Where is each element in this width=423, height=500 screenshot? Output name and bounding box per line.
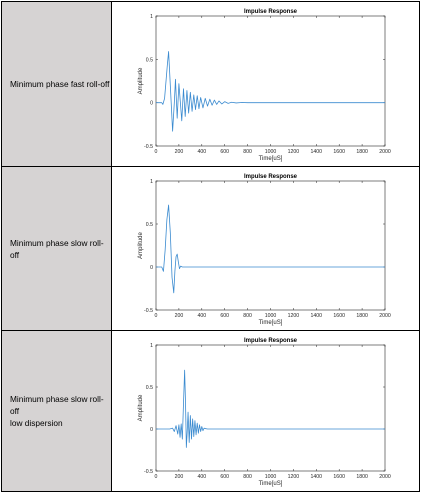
- x-tick-label: 1000: [265, 474, 277, 480]
- row-label: Minimum phase slow roll-off low dispersi…: [10, 394, 104, 428]
- row-label: Minimum phase slow roll-off: [10, 237, 104, 260]
- chart-title: Impulse Response: [244, 9, 298, 15]
- y-tick-label: -0.5: [144, 144, 153, 150]
- row-label-cell: Minimum phase slow roll-off: [2, 167, 112, 330]
- x-tick-label: 1800: [356, 474, 368, 480]
- x-tick-label: 600: [220, 149, 229, 155]
- y-tick-label: -0.5: [144, 308, 153, 314]
- table-row: Minimum phase slow roll-off low dispersi…: [2, 331, 419, 491]
- impulse-response-line: [156, 204, 385, 294]
- chart-title: Impulse Response: [244, 338, 298, 344]
- x-tick-label: 1800: [356, 313, 368, 319]
- row-label: Minimum phase fast roll-off: [10, 79, 110, 89]
- x-tick-label: 400: [197, 313, 206, 319]
- x-tick-label: 1000: [265, 149, 277, 155]
- plot-cell: Impulse Response 0 200 400 600 800 1000 1200 140…: [112, 2, 419, 166]
- plot-area: [155, 344, 386, 472]
- y-axis-label: Amplitude: [138, 67, 144, 94]
- x-axis-label: Time[uS]: [259, 481, 283, 487]
- x-tick-label: 800: [243, 313, 252, 319]
- y-tick-label: 1: [150, 179, 153, 185]
- x-tick-label: 800: [243, 474, 252, 480]
- y-tick-label: 0: [150, 265, 153, 271]
- x-tick-label: 0: [155, 313, 158, 319]
- x-tick-label: 200: [175, 313, 184, 319]
- x-tick-label: 1200: [288, 149, 300, 155]
- impulse-response-line: [156, 51, 385, 132]
- plot-area: [155, 180, 386, 311]
- y-axis-label: Amplitude: [138, 394, 144, 421]
- plot-cell: Impulse Response 0 200 400 600 800 1000 1200 140…: [112, 331, 419, 491]
- x-axis-label: Time[uS]: [259, 156, 283, 162]
- impulse-response-chart: Impulse Response 0 200 400 600 800 1000 1200 140…: [138, 9, 391, 162]
- y-tick-label: 0: [150, 101, 153, 107]
- comparison-table: Minimum phase fast roll-off Impulse Resp…: [1, 1, 420, 492]
- x-tick-label: 1600: [333, 149, 345, 155]
- table-row: Minimum phase fast roll-off Impulse Resp…: [2, 2, 419, 167]
- y-tick-label: 0.5: [146, 222, 153, 228]
- y-tick-label: 0.5: [146, 57, 153, 63]
- x-tick-label: 600: [220, 313, 229, 319]
- chart-title: Impulse Response: [244, 174, 298, 180]
- x-tick-label: 2000: [379, 313, 391, 319]
- x-tick-label: 1400: [311, 149, 323, 155]
- x-tick-label: 1600: [333, 474, 345, 480]
- x-tick-label: 200: [175, 149, 184, 155]
- x-tick-label: 0: [155, 474, 158, 480]
- x-tick-label: 800: [243, 149, 252, 155]
- y-tick-label: 1: [150, 14, 153, 20]
- y-tick-label: 0.5: [146, 385, 153, 391]
- x-tick-label: 0: [155, 149, 158, 155]
- x-tick-label: 1400: [311, 474, 323, 480]
- table-row: Minimum phase slow roll-off Impulse Resp…: [2, 167, 419, 331]
- x-tick-label: 600: [220, 474, 229, 480]
- row-label-cell: Minimum phase slow roll-off low dispersi…: [2, 331, 112, 491]
- impulse-response-chart: Impulse Response 0 200 400 600 800 1000 1200 140…: [138, 338, 391, 487]
- x-tick-label: 1000: [265, 313, 277, 319]
- impulse-response-line: [156, 369, 385, 448]
- impulse-response-chart: Impulse Response 0 200 400 600 800 1000 1200 140…: [138, 174, 391, 326]
- x-tick-label: 400: [197, 149, 206, 155]
- x-tick-label: 1400: [311, 313, 323, 319]
- x-tick-label: 2000: [379, 149, 391, 155]
- y-axis-label: Amplitude: [138, 232, 144, 259]
- x-axis-label: Time[uS]: [259, 320, 283, 326]
- x-tick-label: 1200: [288, 313, 300, 319]
- x-tick-label: 400: [197, 474, 206, 480]
- y-tick-label: -0.5: [144, 469, 153, 475]
- x-tick-label: 1600: [333, 313, 345, 319]
- y-tick-label: 0: [150, 427, 153, 433]
- y-tick-label: 1: [150, 343, 153, 349]
- x-tick-label: 1200: [288, 474, 300, 480]
- x-tick-label: 1800: [356, 149, 368, 155]
- row-label-cell: Minimum phase fast roll-off: [2, 2, 112, 166]
- plot-cell: Impulse Response 0 200 400 600 800 1000 1200 140…: [112, 167, 419, 330]
- plot-area: [155, 15, 386, 147]
- x-tick-label: 2000: [379, 474, 391, 480]
- x-tick-label: 200: [175, 474, 184, 480]
